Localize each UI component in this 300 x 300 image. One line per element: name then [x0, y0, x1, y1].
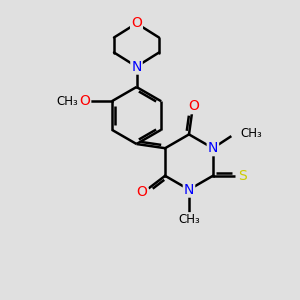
Text: S: S: [238, 169, 246, 183]
Text: N: N: [184, 183, 194, 196]
Text: N: N: [208, 141, 218, 155]
Text: O: O: [80, 94, 90, 108]
Text: CH₃: CH₃: [240, 127, 262, 140]
Text: CH₃: CH₃: [56, 95, 78, 108]
Text: O: O: [136, 185, 147, 199]
Text: O: O: [188, 99, 199, 113]
Text: CH₃: CH₃: [178, 213, 200, 226]
Text: O: O: [131, 16, 142, 30]
Text: N: N: [131, 60, 142, 74]
